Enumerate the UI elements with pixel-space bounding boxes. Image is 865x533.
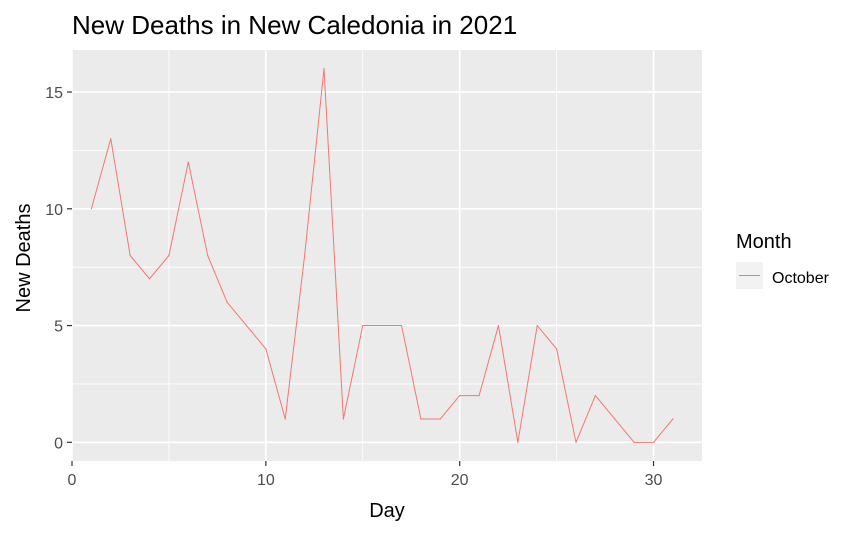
plot-panel: [72, 50, 702, 461]
data-point: [672, 418, 674, 420]
data-point: [342, 418, 344, 420]
data-point: [381, 324, 383, 327]
data-point: [400, 324, 403, 327]
major-gridlines: [71, 50, 702, 461]
data-point: [556, 348, 558, 350]
data-point: [168, 254, 170, 257]
data-point: [420, 418, 422, 420]
y-axis-title: New Deaths: [13, 204, 35, 313]
x-tick-label: 30: [645, 472, 663, 489]
data-point: [575, 441, 577, 443]
data-point: [207, 254, 209, 257]
data-point: [633, 441, 635, 443]
data-point: [226, 301, 228, 303]
chart-title: New Deaths in New Caledonia in 2021: [72, 10, 517, 40]
data-point: [245, 324, 248, 327]
axis-ticks: [67, 91, 655, 466]
series-layer: [90, 68, 674, 443]
data-point: [110, 138, 112, 140]
y-tick-label: 15: [45, 85, 63, 102]
legend-title: Month: [736, 231, 792, 253]
data-point: [129, 254, 131, 257]
data-point: [323, 68, 325, 70]
data-point: [497, 324, 500, 327]
data-point: [614, 418, 616, 420]
data-point: [478, 395, 480, 397]
data-point: [265, 348, 267, 350]
data-point: [304, 254, 306, 257]
data-point: [536, 324, 538, 327]
data-point: [439, 418, 441, 420]
x-tick-label: 0: [68, 472, 77, 489]
minor-gridlines: [72, 50, 702, 461]
data-point: [652, 441, 655, 443]
data-point: [90, 208, 92, 210]
data-point: [187, 161, 189, 163]
data-point: [362, 324, 364, 327]
x-tick-label: 10: [257, 472, 275, 489]
data-point: [459, 395, 461, 397]
y-tick-label: 5: [54, 319, 63, 336]
data-point: [517, 441, 519, 443]
x-tick-label: 20: [451, 472, 469, 489]
y-tick-label: 10: [45, 202, 63, 219]
x-axis-title: Day: [369, 500, 405, 522]
data-point: [594, 395, 596, 397]
legend: Month October: [736, 231, 830, 289]
tick-labels: 0 10 20 30 0 5 10 15: [45, 85, 662, 489]
legend-label-october: October: [772, 270, 830, 287]
y-tick-label: 0: [54, 435, 63, 452]
data-point: [148, 278, 151, 280]
data-point: [284, 418, 286, 420]
